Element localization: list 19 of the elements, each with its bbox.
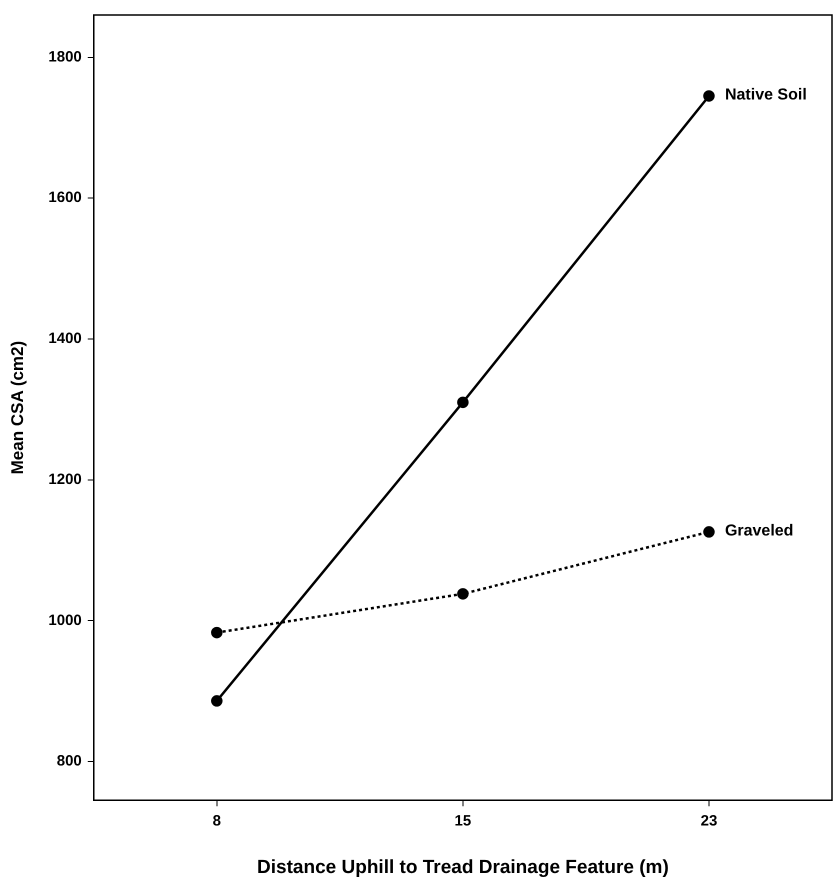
y-axis-title: Mean CSA (cm2) bbox=[8, 340, 27, 474]
point bbox=[703, 90, 715, 102]
point bbox=[703, 526, 715, 538]
series-label: Native Soil bbox=[724, 86, 807, 104]
y-tick-label: 800 bbox=[56, 752, 82, 770]
y-tick-label: 1800 bbox=[48, 48, 82, 66]
series-label: Graveled bbox=[724, 522, 794, 540]
x-tick-label: 15 bbox=[454, 812, 472, 830]
point bbox=[457, 588, 469, 600]
x-tick-label: 8 bbox=[212, 812, 221, 830]
x-axis-title: Distance Uphill to Tread Drainage Feature (m) bbox=[257, 856, 669, 878]
y-tick-label: 1200 bbox=[48, 470, 82, 488]
y-tick-label: 1000 bbox=[48, 612, 82, 629]
y-tick-label: 1600 bbox=[48, 189, 82, 206]
point bbox=[211, 626, 223, 638]
point bbox=[211, 695, 223, 707]
point bbox=[457, 396, 469, 408]
y-tick-label: 1400 bbox=[48, 330, 82, 348]
x-tick-label: 23 bbox=[700, 812, 718, 830]
